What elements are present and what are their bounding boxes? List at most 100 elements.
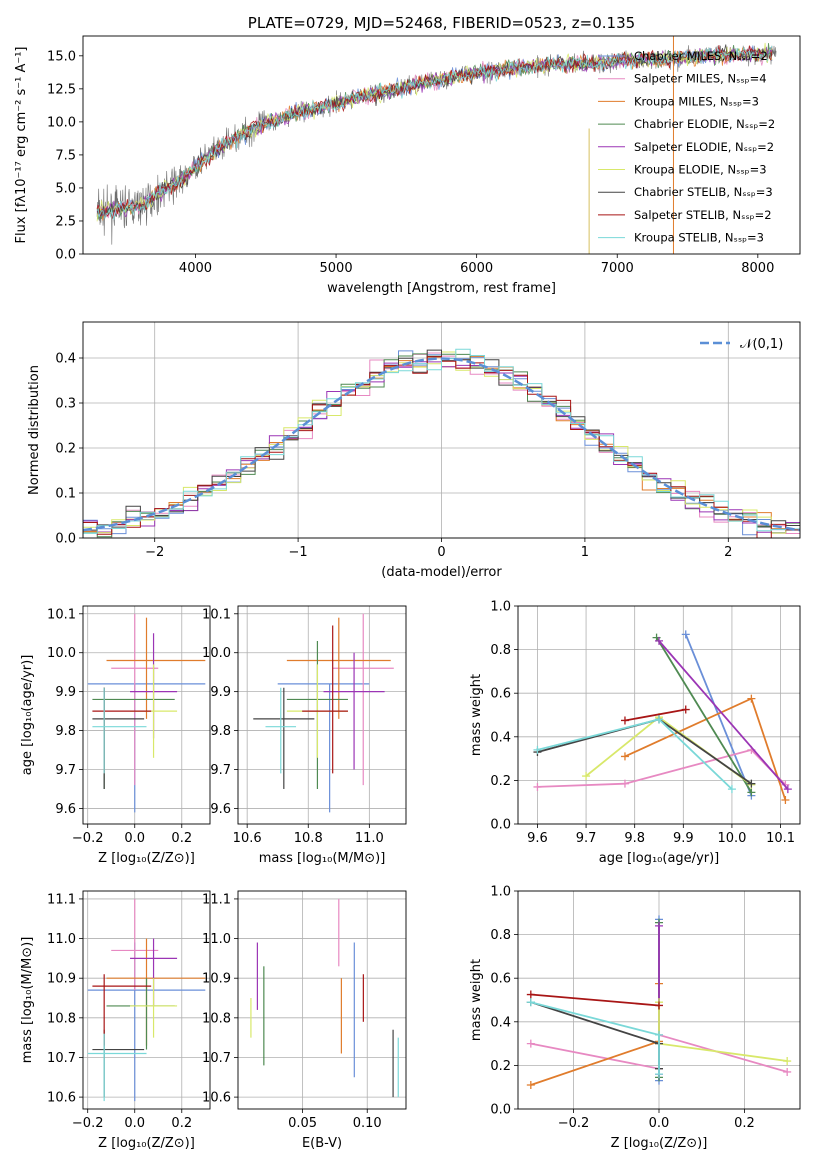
weight-marker	[655, 1070, 663, 1079]
y-tick-label: 0.2	[55, 442, 76, 457]
x-tick-label: 0.2	[171, 1116, 192, 1131]
weight-marker	[747, 788, 756, 797]
x-tick-label: 0.05	[288, 1116, 317, 1131]
y-tick-label: 7.5	[55, 148, 76, 163]
y-tick-label: 10.1	[202, 607, 231, 622]
y-tick-label: 11.1	[202, 892, 231, 907]
weight-marker	[655, 1030, 663, 1039]
weight-marker	[681, 705, 690, 714]
legend-label: Kroupa MILES, Nₛₛₚ=3	[634, 94, 759, 108]
weight-line-1	[684, 633, 753, 797]
x-tick-label: 8000	[741, 261, 774, 276]
y-tick-label: 10.9	[47, 972, 76, 987]
y-tick-label: 0.8	[490, 643, 511, 658]
y-tick-label: 9.7	[210, 763, 231, 778]
axes-frame	[517, 605, 801, 825]
weight-marker	[620, 779, 629, 788]
weight-marker	[526, 998, 535, 1007]
y-tick-label: 1.0	[490, 600, 511, 615]
weight-marker	[582, 772, 591, 781]
weight-line-5	[658, 640, 789, 790]
legend-label: Kroupa ELODIE, Nₛₛₚ=3	[634, 163, 767, 177]
x-tick-label: 10.1	[766, 831, 795, 846]
weight-marker	[655, 1001, 663, 1010]
y-tick-label: 10.8	[47, 1011, 76, 1026]
x-tick-label: 0.0	[649, 1116, 670, 1131]
legend-label: Salpeter STELIB, Nₛₛₚ=2	[634, 208, 772, 222]
weight-marker	[655, 715, 663, 724]
x-tick-label: 5000	[320, 261, 353, 276]
y-tick-label: 9.9	[210, 685, 231, 700]
axes-frame	[237, 890, 407, 1110]
y-tick-label: 0.2	[490, 774, 511, 789]
weight-marker	[620, 752, 629, 761]
y-tick-label: 10.7	[47, 1051, 76, 1066]
x-tick-label: 9.9	[673, 831, 694, 846]
legend: Chabrier MILES, Nₛₛₚ=2 Salpeter MILES, Nₛ…	[598, 49, 775, 245]
legend-label: Salpeter ELODIE, Nₛₛₚ=2	[634, 140, 774, 154]
x-tick-label: 1	[581, 545, 589, 560]
x-axis-label: Z [log₁₀(Z/Z⊙)]	[611, 1136, 708, 1151]
weight-marker	[783, 1057, 792, 1066]
weight-marker	[747, 694, 756, 703]
x-tick-label: 9.7	[576, 831, 597, 846]
legend: 𝒩(0,1)	[700, 337, 783, 352]
axes-frame	[82, 605, 211, 825]
y-tick-label: 10.6	[47, 1091, 76, 1106]
axes-frame	[82, 321, 801, 539]
panel-spectrum: 4000 5000 6000 7000 8000 0.0 2.5 5.0 7.5 10.0 12.5…	[14, 14, 801, 296]
panel-age-vs-mass: 10.6 10.8 11.0 9.6 9.7 9.8 9.9 10.0 10.1 mass [lo…	[202, 605, 407, 866]
axes-frame	[237, 605, 407, 825]
histograms	[83, 348, 800, 538]
x-tick-label: 0.2	[171, 831, 192, 846]
y-axis-label: mass [log₁₀(M/M⊙)]	[20, 937, 35, 1064]
weight-lines	[526, 915, 792, 1090]
x-axis-label: E(B-V)	[302, 1136, 342, 1151]
panel-residuals: −2 −1 0 1 2 0.0 0.1 0.2 0.3 0.4 (data-model)/error…	[27, 321, 801, 580]
y-tick-label: 12.5	[47, 82, 76, 97]
errorbars	[87, 898, 206, 1102]
model-line-8	[96, 45, 773, 220]
y-tick-label: 0.2	[490, 1059, 511, 1074]
weight-line-8	[624, 708, 686, 722]
y-tick-label: 2.5	[55, 214, 76, 229]
errorbars	[250, 898, 399, 1098]
axes-frame	[82, 35, 801, 255]
weight-marker	[727, 785, 736, 794]
weight-marker	[783, 785, 792, 794]
panel-massweight-vs-Z: −0.2 0.0 0.2 0.0 0.2 0.4 0.6 0.8 1.0 Z [log₁₀(Z/Z…	[469, 885, 801, 1151]
normal-reference-curve	[83, 357, 800, 532]
x-tick-label: 0.2	[734, 1116, 755, 1131]
x-tick-label: 9.6	[527, 831, 548, 846]
legend-label: Salpeter MILES, Nₛₛₚ=4	[634, 72, 767, 86]
x-axis-label: age [log₁₀(age/yr)]	[599, 851, 720, 866]
panel-mass-vs-Z: −0.2 0.0 0.2 10.6 10.7 10.8 10.9 11.0 11.1 Z [log…	[20, 890, 211, 1151]
weight-marker	[620, 716, 629, 725]
y-tick-label: 1.0	[490, 885, 511, 900]
weight-lines	[533, 630, 792, 805]
y-tick-label: 0.0	[55, 248, 76, 263]
x-tick-label: 6000	[460, 261, 493, 276]
y-axis-label: mass weight	[469, 959, 484, 1041]
x-tick-label: 9.8	[624, 831, 645, 846]
weight-marker	[526, 1039, 535, 1048]
legend-label: Chabrier ELODIE, Nₛₛₚ=2	[634, 117, 775, 131]
weight-line-6	[658, 1002, 788, 1062]
y-tick-label: 0.0	[55, 532, 76, 547]
x-tick-label: 4000	[179, 261, 212, 276]
x-tick-label: −0.2	[558, 1116, 590, 1131]
y-tick-label: 0.0	[490, 818, 511, 833]
y-tick-label: 9.6	[55, 802, 76, 817]
y-tick-label: 10.6	[202, 1091, 231, 1106]
x-tick-label: 0.0	[124, 831, 145, 846]
y-tick-label: 9.7	[55, 763, 76, 778]
y-tick-label: 10.7	[202, 1051, 231, 1066]
weight-line-3	[624, 697, 787, 801]
weight-line-7	[530, 1001, 660, 1069]
y-axis-label: Normed distribution	[27, 365, 42, 495]
x-tick-label: 7000	[601, 261, 634, 276]
x-tick-label: 0.10	[353, 1116, 382, 1131]
y-tick-label: 10.1	[47, 607, 76, 622]
weight-marker	[681, 630, 690, 639]
legend-label: Chabrier STELIB, Nₛₛₚ=3	[634, 185, 773, 199]
